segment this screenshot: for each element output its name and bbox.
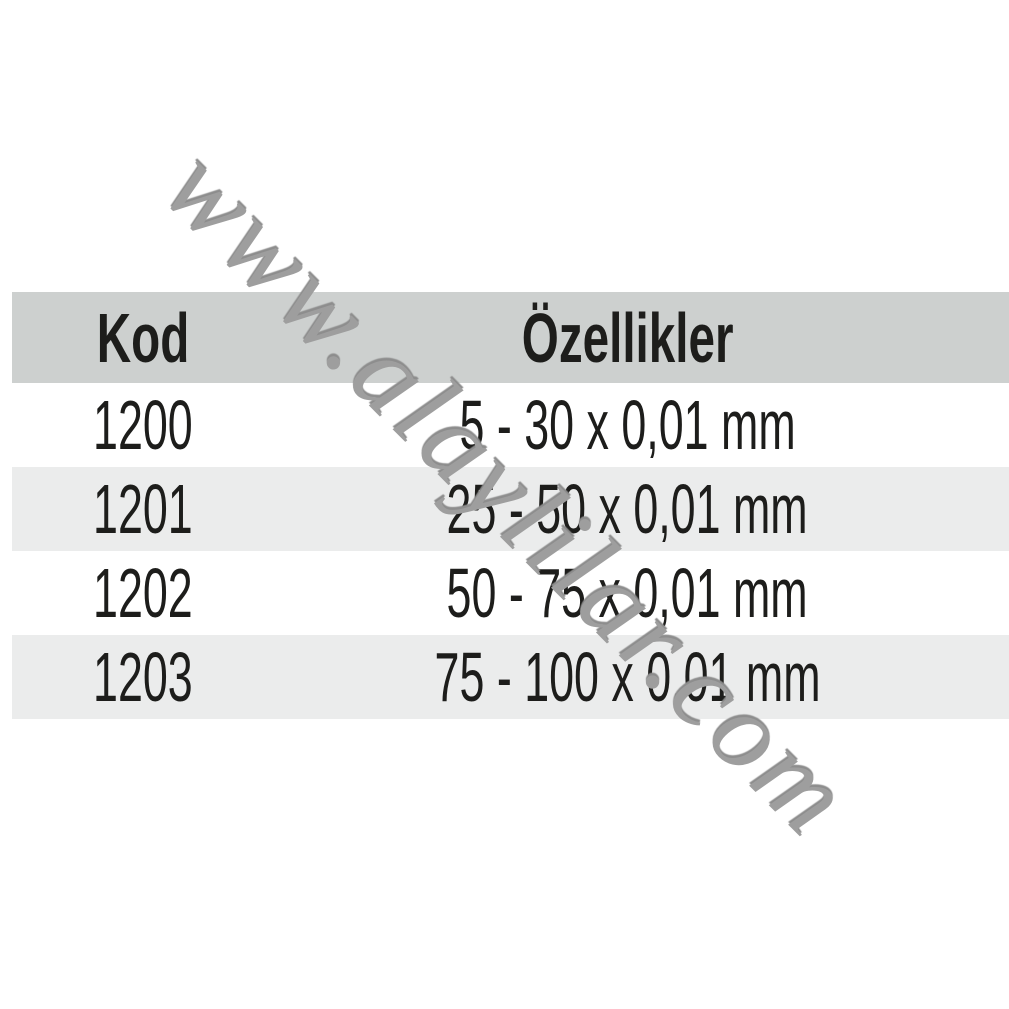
kod-cell: 1203 <box>12 642 274 712</box>
ozellikler-cell: 50 - 75 x 0,01 mm <box>274 558 1009 628</box>
ozellikler-value: 75 - 100 x 0,01 mm <box>434 638 821 716</box>
kod-cell: 1200 <box>12 390 274 460</box>
ozellikler-cell: 25 - 50 x 0,01 mm <box>274 474 1009 544</box>
table-row: 1203 75 - 100 x 0,01 mm <box>12 635 1009 719</box>
header-cell-ozellikler: Özellikler <box>274 303 1009 373</box>
ozellikler-cell: 75 - 100 x 0,01 mm <box>274 642 1009 712</box>
table-row: 1200 5 - 30 x 0,01 mm <box>12 383 1009 467</box>
header-cell-kod: Kod <box>12 303 274 373</box>
kod-cell: 1201 <box>12 474 274 544</box>
table-header-row: Kod Özellikler <box>12 292 1009 383</box>
kod-value: 1203 <box>93 638 193 716</box>
ozellikler-value: 50 - 75 x 0,01 mm <box>446 554 809 632</box>
ozellikler-value: 25 - 50 x 0,01 mm <box>446 470 809 548</box>
table-row: 1201 25 - 50 x 0,01 mm <box>12 467 1009 551</box>
kod-value: 1201 <box>93 470 193 548</box>
ozellikler-value: 5 - 30 x 0,01 mm <box>459 386 796 464</box>
spec-table: Kod Özellikler 1200 5 - 30 x 0,01 mm 120… <box>12 292 1009 719</box>
header-ozellikler-label: Özellikler <box>521 298 734 377</box>
ozellikler-cell: 5 - 30 x 0,01 mm <box>274 390 1009 460</box>
kod-value: 1202 <box>93 554 193 632</box>
kod-cell: 1202 <box>12 558 274 628</box>
header-kod-label: Kod <box>96 298 190 377</box>
kod-value: 1200 <box>93 386 193 464</box>
table-row: 1202 50 - 75 x 0,01 mm <box>12 551 1009 635</box>
